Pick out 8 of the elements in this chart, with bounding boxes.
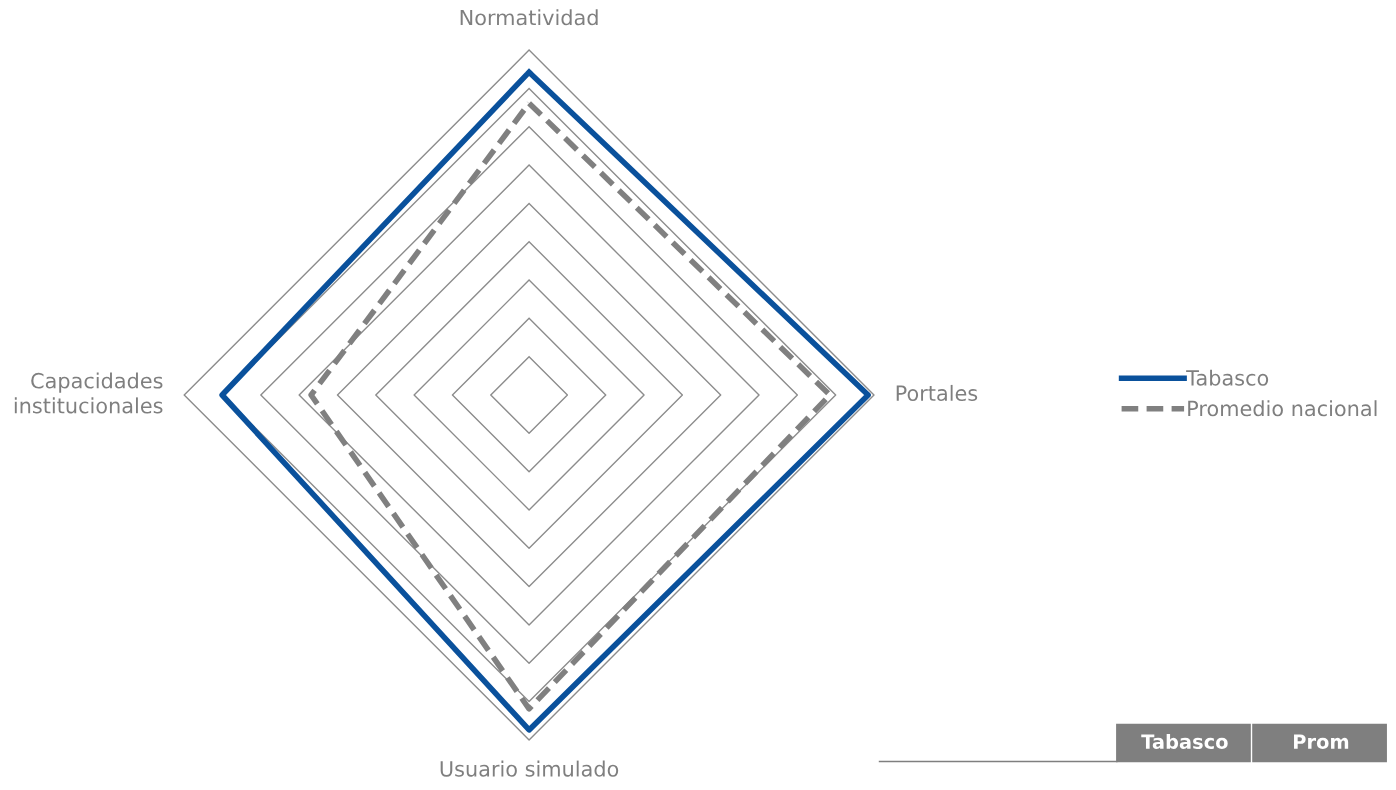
spoke-label: Portales [896,384,978,402]
spoke-label: Normatividad [460,9,598,26]
spoke-label: Capacidades institucionales [14,372,163,414]
legend-label: Promedio nacional [1188,400,1377,417]
text: Prom [1294,734,1349,750]
legend-label: Tabasco [1186,369,1269,386]
spoke-label: Usuario simulado [440,760,619,777]
text: Tabasco [1141,733,1228,750]
